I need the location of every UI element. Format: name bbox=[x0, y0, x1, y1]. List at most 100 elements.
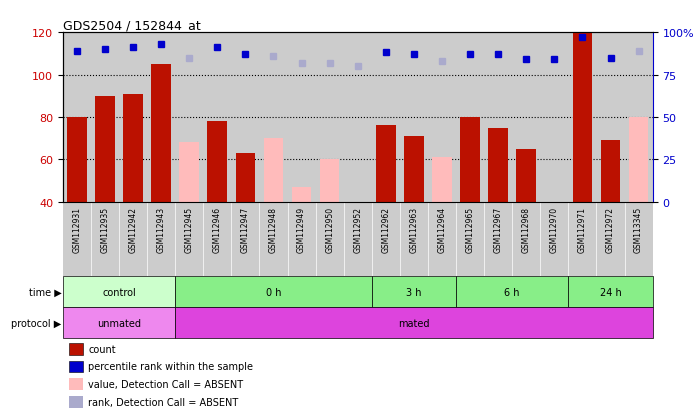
Text: 6 h: 6 h bbox=[505, 287, 520, 297]
Bar bbox=[456, 202, 484, 277]
Bar bbox=[343, 202, 372, 277]
Bar bbox=[151, 65, 171, 202]
Bar bbox=[484, 33, 512, 202]
Text: GSM113345: GSM113345 bbox=[634, 206, 643, 252]
Text: GSM112935: GSM112935 bbox=[101, 206, 110, 252]
Text: GDS2504 / 152844_at: GDS2504 / 152844_at bbox=[63, 19, 200, 32]
Text: GSM112942: GSM112942 bbox=[128, 206, 138, 252]
Text: GSM112964: GSM112964 bbox=[438, 206, 447, 252]
Bar bbox=[203, 33, 231, 202]
Bar bbox=[372, 33, 400, 202]
Bar bbox=[376, 126, 396, 202]
Bar bbox=[400, 202, 428, 277]
Bar bbox=[207, 122, 227, 202]
Bar bbox=[68, 396, 84, 408]
Bar bbox=[489, 128, 508, 202]
Bar bbox=[63, 308, 175, 339]
Bar bbox=[63, 202, 91, 277]
Text: GSM112945: GSM112945 bbox=[185, 206, 194, 252]
Text: GSM112950: GSM112950 bbox=[325, 206, 334, 252]
Bar bbox=[343, 33, 372, 202]
Text: GSM112946: GSM112946 bbox=[213, 206, 222, 252]
Bar bbox=[264, 139, 283, 202]
Text: GSM112949: GSM112949 bbox=[297, 206, 306, 252]
Bar bbox=[460, 118, 480, 202]
Bar bbox=[372, 202, 400, 277]
Bar bbox=[568, 33, 597, 202]
Bar bbox=[147, 202, 175, 277]
Bar bbox=[484, 202, 512, 277]
Text: GSM112962: GSM112962 bbox=[381, 206, 390, 252]
Bar bbox=[119, 202, 147, 277]
Bar bbox=[260, 202, 288, 277]
Text: count: count bbox=[88, 344, 116, 354]
Bar bbox=[124, 95, 143, 202]
Bar bbox=[540, 202, 568, 277]
Text: unmated: unmated bbox=[97, 318, 141, 328]
Bar bbox=[119, 33, 147, 202]
Bar bbox=[404, 137, 424, 202]
Text: percentile rank within the sample: percentile rank within the sample bbox=[88, 362, 253, 372]
Bar bbox=[428, 33, 456, 202]
Text: GSM112972: GSM112972 bbox=[606, 206, 615, 252]
Bar bbox=[203, 202, 231, 277]
Bar bbox=[147, 33, 175, 202]
Bar bbox=[292, 188, 311, 202]
Bar bbox=[175, 308, 653, 339]
Text: GSM112967: GSM112967 bbox=[493, 206, 503, 252]
Bar bbox=[568, 277, 653, 308]
Bar bbox=[544, 202, 564, 283]
Bar bbox=[625, 202, 653, 277]
Text: control: control bbox=[102, 287, 136, 297]
Text: time ▶: time ▶ bbox=[29, 287, 61, 297]
Text: GSM112968: GSM112968 bbox=[521, 206, 530, 252]
Text: value, Detection Call = ABSENT: value, Detection Call = ABSENT bbox=[88, 380, 244, 389]
Text: rank, Detection Call = ABSENT: rank, Detection Call = ABSENT bbox=[88, 396, 239, 406]
Text: GSM112971: GSM112971 bbox=[578, 206, 587, 252]
Bar bbox=[372, 277, 456, 308]
Bar bbox=[428, 202, 456, 277]
Bar bbox=[288, 202, 315, 277]
Text: GSM112970: GSM112970 bbox=[550, 206, 559, 252]
Text: GSM112931: GSM112931 bbox=[73, 206, 82, 252]
Bar bbox=[601, 141, 621, 202]
Bar bbox=[568, 202, 597, 277]
Bar bbox=[315, 202, 343, 277]
Text: GSM112952: GSM112952 bbox=[353, 206, 362, 252]
Bar bbox=[288, 33, 315, 202]
Bar bbox=[175, 202, 203, 277]
Text: GSM112948: GSM112948 bbox=[269, 206, 278, 252]
Bar bbox=[68, 343, 84, 355]
Bar bbox=[517, 150, 536, 202]
Bar bbox=[629, 118, 648, 202]
Bar bbox=[456, 277, 568, 308]
Bar bbox=[235, 154, 255, 202]
Bar bbox=[540, 33, 568, 202]
Bar bbox=[432, 158, 452, 202]
Text: mated: mated bbox=[398, 318, 430, 328]
Bar bbox=[63, 33, 91, 202]
Bar bbox=[68, 378, 84, 390]
Bar bbox=[400, 33, 428, 202]
Text: GSM112963: GSM112963 bbox=[410, 206, 418, 252]
Bar bbox=[67, 118, 87, 202]
Bar bbox=[260, 33, 288, 202]
Bar bbox=[175, 277, 372, 308]
Text: GSM112965: GSM112965 bbox=[466, 206, 475, 252]
Bar bbox=[63, 277, 175, 308]
Bar bbox=[597, 202, 625, 277]
Bar bbox=[315, 33, 343, 202]
Bar bbox=[95, 97, 114, 202]
Text: GSM112947: GSM112947 bbox=[241, 206, 250, 252]
Text: 3 h: 3 h bbox=[406, 287, 422, 297]
Bar bbox=[175, 33, 203, 202]
Bar bbox=[68, 361, 84, 373]
Bar bbox=[231, 33, 260, 202]
Text: protocol ▶: protocol ▶ bbox=[11, 318, 61, 328]
Bar bbox=[456, 33, 484, 202]
Bar bbox=[91, 202, 119, 277]
Bar bbox=[320, 160, 339, 202]
Text: GSM112943: GSM112943 bbox=[156, 206, 165, 252]
Bar bbox=[572, 33, 592, 202]
Bar bbox=[179, 143, 199, 202]
